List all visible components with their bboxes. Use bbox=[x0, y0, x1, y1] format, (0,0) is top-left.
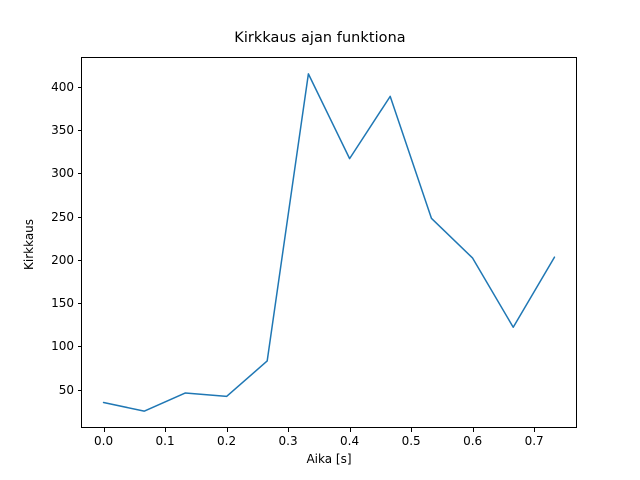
y-tick-label: 200 bbox=[51, 252, 74, 267]
x-tick-mark bbox=[103, 428, 105, 432]
x-tick-label: 0.6 bbox=[463, 434, 483, 448]
x-axis-label: Aika [s] bbox=[306, 452, 352, 466]
x-tick-mark bbox=[226, 428, 228, 432]
y-tick-label: 100 bbox=[51, 339, 74, 354]
y-tick-label: 250 bbox=[51, 209, 74, 224]
x-tick-label: 0.4 bbox=[340, 434, 360, 448]
x-tick-label: 0.5 bbox=[401, 434, 421, 448]
y-tick-mark bbox=[77, 173, 81, 175]
x-tick-mark bbox=[411, 428, 413, 432]
y-tick-mark bbox=[77, 303, 81, 305]
y-tick-mark bbox=[77, 130, 81, 132]
x-tick-mark bbox=[472, 428, 474, 432]
x-tick-label: 0.2 bbox=[217, 434, 237, 448]
y-tick-label: 300 bbox=[51, 166, 74, 181]
x-tick-label: 0.0 bbox=[94, 434, 114, 448]
chart-title: Kirkkaus ajan funktiona bbox=[234, 30, 406, 46]
y-tick-label: 400 bbox=[51, 79, 74, 94]
plot-axes-frame bbox=[81, 57, 577, 428]
y-tick-label: 150 bbox=[51, 296, 74, 311]
y-tick-mark bbox=[77, 389, 81, 391]
y-tick-label: 350 bbox=[51, 123, 74, 138]
x-tick-mark bbox=[165, 428, 167, 432]
x-tick-mark bbox=[534, 428, 536, 432]
x-tick-label: 0.7 bbox=[524, 434, 544, 448]
x-tick-mark bbox=[349, 428, 351, 432]
x-tick-mark bbox=[288, 428, 290, 432]
line-plot-area bbox=[102, 73, 556, 412]
x-tick-label: 0.1 bbox=[155, 434, 175, 448]
y-tick-mark bbox=[77, 346, 81, 348]
y-tick-mark bbox=[77, 86, 81, 88]
y-tick-mark bbox=[77, 259, 81, 261]
y-axis-label: Kirkkaus bbox=[22, 218, 36, 270]
x-tick-label: 0.3 bbox=[278, 434, 298, 448]
y-tick-mark bbox=[77, 216, 81, 218]
data-series-line bbox=[102, 73, 556, 412]
y-tick-label: 50 bbox=[58, 382, 74, 397]
